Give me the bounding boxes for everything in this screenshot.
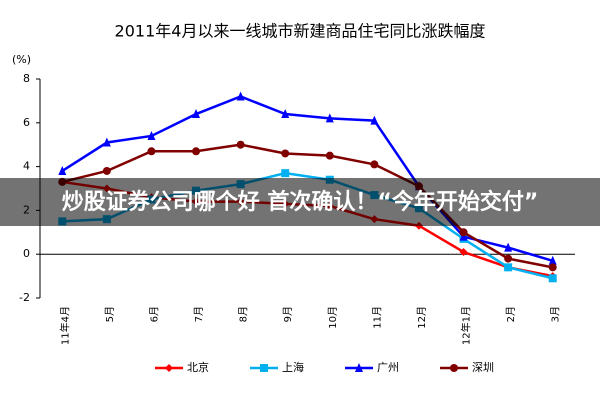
legend-label: 深圳 [472, 361, 494, 374]
point [236, 91, 245, 101]
point [325, 151, 334, 160]
y-tick-label: 6 [23, 116, 30, 129]
series-line [61, 95, 554, 262]
chart-title: 2011年4月以来一线城市新建商品住宅同比涨跌幅度 [115, 22, 486, 41]
point [58, 165, 67, 175]
legend-marker [355, 363, 363, 372]
point [459, 248, 468, 257]
legend-marker [165, 364, 173, 372]
y-axis-label: (%) [12, 53, 31, 66]
point [548, 263, 557, 272]
legend-marker [260, 364, 268, 372]
x-tick-label: 8月 [238, 306, 250, 322]
x-tick-label: 10月 [327, 306, 339, 329]
x-tick-label: 9月 [282, 306, 294, 322]
point [370, 160, 379, 169]
legend-label: 上海 [282, 360, 304, 374]
point [548, 255, 557, 265]
y-tick-label: 8 [23, 72, 30, 85]
point [325, 113, 334, 123]
point [102, 166, 111, 175]
point [281, 149, 290, 158]
legend-label: 北京 [187, 360, 209, 374]
point [504, 263, 513, 272]
point [192, 147, 201, 156]
y-tick-label: 0 [23, 247, 30, 260]
x-tick-label: 7月 [193, 306, 205, 322]
point [102, 137, 111, 147]
point [147, 147, 156, 156]
x-tick-label: 11月 [371, 306, 383, 329]
banner-bg [0, 178, 600, 226]
point [192, 109, 201, 119]
point [459, 228, 468, 237]
x-tick-label: 12年1月 [460, 306, 473, 345]
point [236, 140, 245, 149]
point [548, 274, 557, 283]
banner-text: 炒股证券公司哪个好 首次确认！“今年开始交付” [62, 189, 539, 215]
x-tick-label: 11年4月 [58, 306, 71, 345]
point [504, 242, 513, 252]
y-tick-label: -2 [19, 291, 30, 304]
legend-label: 广州 [377, 361, 399, 374]
point [281, 169, 290, 178]
series-line [61, 143, 553, 269]
x-tick-label: 6月 [148, 306, 160, 322]
y-tick-label: 4 [23, 160, 30, 173]
point [504, 254, 513, 263]
point [370, 115, 379, 125]
legend-marker [450, 364, 458, 372]
x-tick-label: 3月 [550, 306, 562, 322]
x-tick-label: 12月 [416, 306, 428, 329]
point [281, 109, 290, 119]
x-tick-label: 2月 [505, 306, 517, 322]
point [147, 130, 156, 140]
x-tick-label: 5月 [104, 306, 116, 322]
